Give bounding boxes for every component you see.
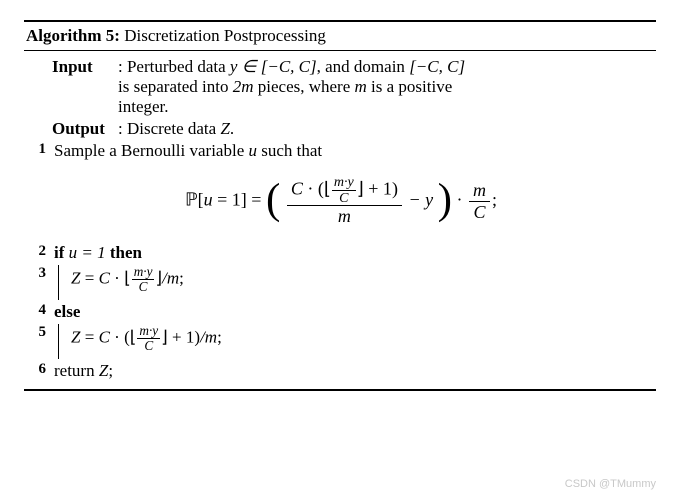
main-fraction: C · (⌊m·yC⌋ + 1) m	[287, 175, 402, 227]
else-block: Z = C · (⌊m·yC⌋ + 1)/m;	[58, 324, 656, 359]
equation: ℙ[u = 1] = ( C · (⌊m·yC⌋ + 1) m − y ) · …	[26, 175, 656, 227]
input-text: : Perturbed data y ∈ [−C, C], and domain…	[118, 57, 656, 117]
lineno-3: 3	[26, 265, 54, 282]
line-4: 4 else	[26, 302, 656, 322]
lineno-1: 1	[26, 141, 54, 158]
lineno-4: 4	[26, 302, 54, 319]
algorithm-number: Algorithm 5:	[26, 26, 120, 45]
algorithm-title: Algorithm 5: Discretization Postprocessi…	[24, 22, 656, 51]
algorithm-name: Discretization Postprocessing	[120, 26, 326, 45]
lineno-5: 5	[26, 324, 54, 341]
then-block: Z = C · ⌊m·yC⌋/m;	[58, 265, 656, 300]
algorithm-body: Input : Perturbed data y ∈ [−C, C], and …	[24, 51, 656, 389]
line-3: 3 Z = C · ⌊m·yC⌋/m;	[26, 265, 656, 300]
line-6: 6 return Z;	[26, 361, 656, 381]
mC-fraction: m C	[469, 180, 490, 223]
output-text: : Discrete data Z.	[118, 119, 656, 139]
paren-right-icon: )	[438, 178, 452, 221]
paren-left-icon: (	[266, 178, 280, 221]
line-1: 1 Sample a Bernoulli variable u such tha…	[26, 141, 656, 161]
input-block: Input : Perturbed data y ∈ [−C, C], and …	[26, 57, 656, 117]
output-label: Output	[52, 119, 105, 138]
watermark: CSDN @TMummy	[565, 478, 656, 490]
lineno-2: 2	[26, 243, 54, 260]
input-label: Input	[52, 57, 93, 76]
lineno-6: 6	[26, 361, 54, 378]
line-5: 5 Z = C · (⌊m·yC⌋ + 1)/m;	[26, 324, 656, 359]
line-2: 2 if u = 1 then	[26, 243, 656, 263]
algorithm-box: Algorithm 5: Discretization Postprocessi…	[24, 20, 656, 391]
output-block: Output : Discrete data Z.	[26, 119, 656, 139]
